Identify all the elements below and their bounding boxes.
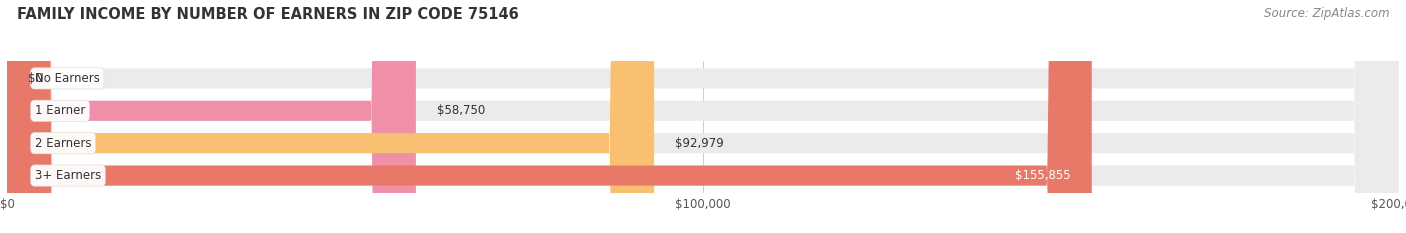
Text: No Earners: No Earners (35, 72, 100, 85)
Text: $155,855: $155,855 (1015, 169, 1071, 182)
Text: $0: $0 (28, 72, 42, 85)
Text: $58,750: $58,750 (437, 104, 485, 117)
Text: $92,979: $92,979 (675, 137, 724, 150)
Text: 1 Earner: 1 Earner (35, 104, 86, 117)
FancyBboxPatch shape (7, 0, 416, 233)
FancyBboxPatch shape (7, 0, 1399, 233)
FancyBboxPatch shape (7, 0, 1399, 233)
Text: 2 Earners: 2 Earners (35, 137, 91, 150)
Text: 3+ Earners: 3+ Earners (35, 169, 101, 182)
FancyBboxPatch shape (7, 0, 1399, 233)
Text: Source: ZipAtlas.com: Source: ZipAtlas.com (1264, 7, 1389, 20)
FancyBboxPatch shape (7, 0, 1399, 233)
FancyBboxPatch shape (7, 0, 654, 233)
Text: FAMILY INCOME BY NUMBER OF EARNERS IN ZIP CODE 75146: FAMILY INCOME BY NUMBER OF EARNERS IN ZI… (17, 7, 519, 22)
FancyBboxPatch shape (7, 0, 1091, 233)
